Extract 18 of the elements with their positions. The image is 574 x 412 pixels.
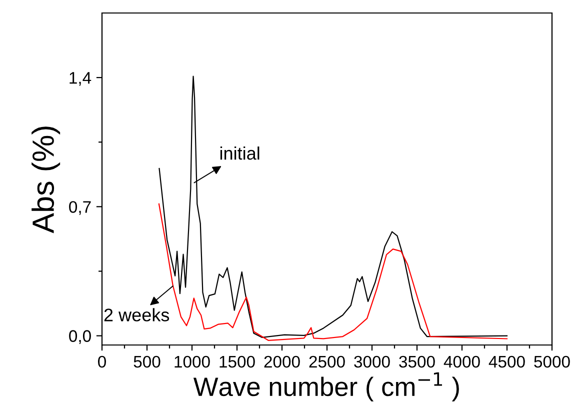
x-tick-label: 1000 <box>174 356 210 368</box>
annotation: 2 weeks <box>104 308 170 322</box>
y-tick-label: 1,4 <box>70 72 92 86</box>
x-tick-label: 4500 <box>488 356 525 368</box>
y-axis-title: Abs (%) <box>32 126 60 234</box>
x-axis-title: Wave number ( cm$^{−1}$ ) <box>193 372 459 402</box>
x-tick-label: 3500 <box>399 356 435 368</box>
annotation: initial <box>220 146 260 160</box>
y-tick-label: 0,0 <box>69 330 91 344</box>
y-tick-label: 0,7 <box>69 201 91 215</box>
x-tick-label: 3000 <box>354 356 390 368</box>
x-tick-label: 2500 <box>309 356 345 368</box>
x-tick-label: 0 <box>98 356 106 368</box>
x-tick-label: 1500 <box>220 356 255 368</box>
x-tick-label: 2000 <box>264 356 300 368</box>
x-tick-label: 5000 <box>534 356 570 368</box>
x-tick-label: 4000 <box>444 356 480 368</box>
x-tick-label: 500 <box>134 356 160 368</box>
